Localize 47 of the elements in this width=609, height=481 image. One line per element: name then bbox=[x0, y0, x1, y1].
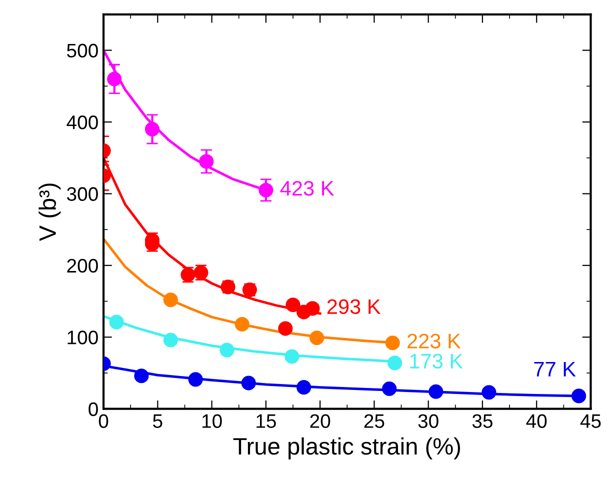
y-tick-label: 300 bbox=[66, 187, 98, 201]
y-axis-title: V (b³) bbox=[38, 184, 61, 242]
point bbox=[134, 368, 149, 384]
x-tick-label: 40 bbox=[526, 414, 547, 428]
x-tick-label: 35 bbox=[472, 414, 492, 428]
point bbox=[482, 385, 496, 400]
point bbox=[387, 356, 402, 370]
series-label: 223 K bbox=[408, 334, 461, 348]
x-tick-label: 10 bbox=[202, 414, 222, 428]
series-label: 173 K bbox=[410, 354, 463, 369]
y-tick-label: 400 bbox=[66, 115, 98, 130]
series-label: 77 K bbox=[534, 362, 576, 376]
x-tick-label: 30 bbox=[418, 414, 438, 428]
point bbox=[144, 122, 160, 136]
point bbox=[305, 301, 320, 316]
point bbox=[385, 336, 400, 350]
point bbox=[286, 298, 300, 312]
point bbox=[163, 292, 178, 308]
point bbox=[278, 321, 293, 336]
x-tick-label: 20 bbox=[310, 414, 330, 428]
x-tick-label: 25 bbox=[364, 414, 384, 428]
point bbox=[428, 384, 444, 399]
point bbox=[258, 182, 274, 198]
point bbox=[220, 342, 234, 358]
y-tick-label: 500 bbox=[67, 44, 98, 58]
point bbox=[284, 349, 300, 364]
point bbox=[234, 316, 250, 332]
series-label: 293 K bbox=[327, 299, 381, 314]
point bbox=[188, 372, 203, 387]
series-label: 423 K bbox=[280, 180, 334, 196]
x-axis-title: True plastic strain (%) bbox=[233, 437, 460, 460]
x-tick-label: 5 bbox=[153, 414, 162, 428]
point bbox=[310, 330, 324, 346]
point bbox=[296, 380, 312, 395]
point bbox=[382, 381, 397, 396]
point bbox=[572, 388, 586, 404]
y-tick-label: 100 bbox=[68, 330, 98, 344]
y-tick-label: 200 bbox=[67, 258, 98, 273]
point bbox=[199, 154, 214, 169]
point bbox=[241, 376, 256, 390]
point bbox=[163, 332, 178, 348]
point bbox=[109, 314, 124, 330]
x-tick-label: 45 bbox=[580, 414, 601, 428]
x-tick-label: 0 bbox=[98, 414, 108, 428]
point bbox=[107, 72, 122, 86]
x-tick-label: 15 bbox=[256, 414, 276, 428]
y-tick-label: 0 bbox=[88, 402, 98, 416]
